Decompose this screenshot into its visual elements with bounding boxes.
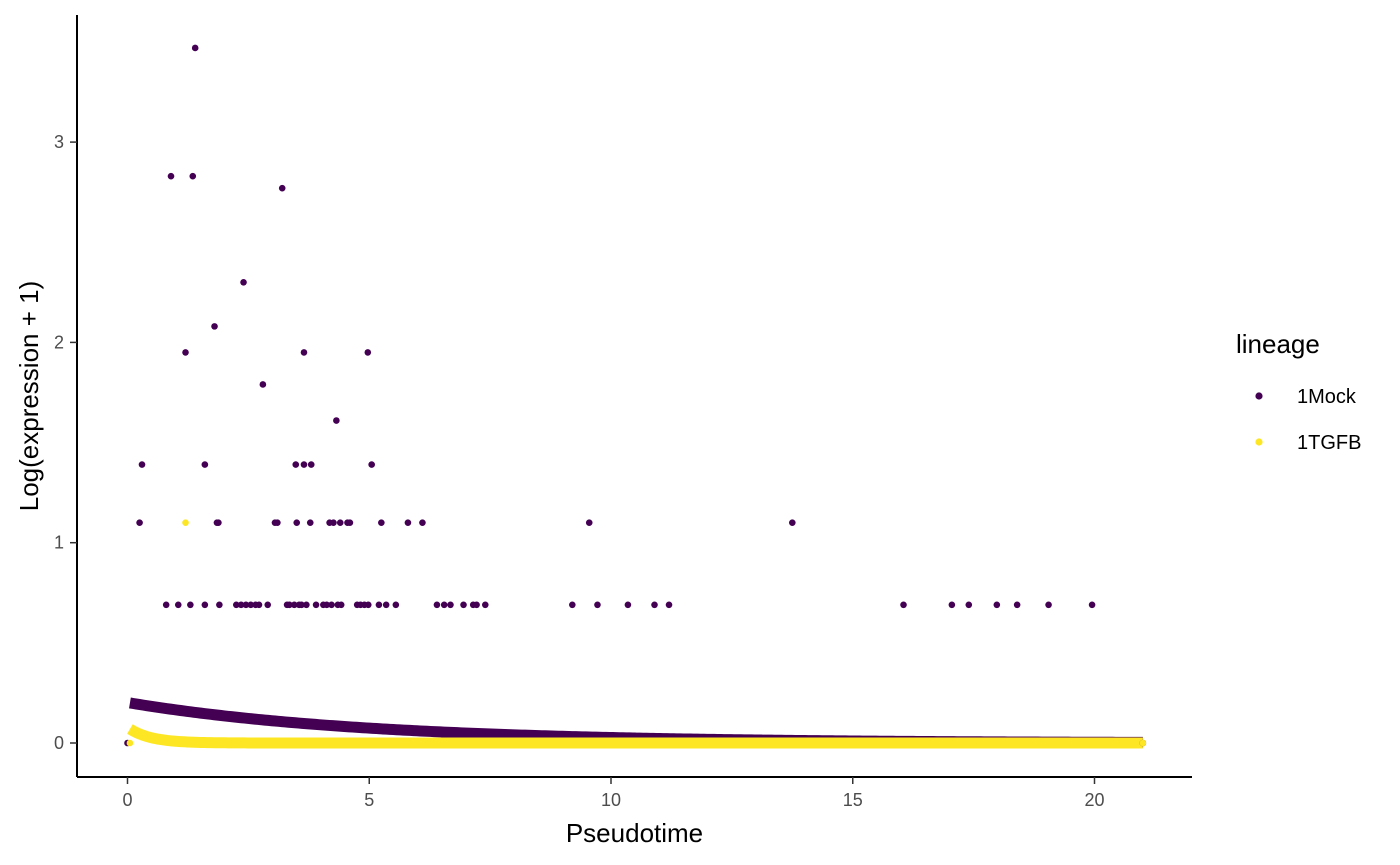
point-1Mock	[392, 601, 400, 609]
y-axis-title: Log(expression + 1)	[14, 281, 44, 512]
point-1Mock	[191, 44, 199, 52]
point-1Mock	[1013, 601, 1021, 609]
point-1Mock	[594, 601, 601, 609]
point-1Mock	[300, 349, 308, 356]
plot-area: 0 5 10 15 20 0 1 2 3	[54, 15, 1192, 810]
legend-key-1Mock	[1255, 392, 1263, 400]
smooth-curve-1TGFB	[127, 724, 1145, 749]
point-1TGFB	[126, 739, 134, 747]
point-1Mock	[900, 601, 907, 609]
point-1Mock	[312, 601, 320, 609]
point-1Mock	[382, 601, 390, 609]
point-1Mock	[167, 172, 175, 180]
legend-key-1TGFB	[1255, 438, 1263, 446]
x-axis-title: Pseudotime	[566, 818, 703, 848]
y-tick-label: 3	[54, 132, 64, 152]
point-1Mock	[138, 461, 146, 468]
point-1Mock	[375, 601, 383, 609]
point-1Mock	[187, 601, 194, 609]
point-1Mock	[215, 519, 222, 526]
point-1Mock	[333, 417, 340, 424]
y-tick-label: 0	[54, 733, 64, 753]
point-1Mock	[174, 601, 182, 609]
point-1Mock	[364, 349, 372, 356]
point-1Mock	[789, 519, 796, 526]
point-1Mock	[473, 601, 480, 609]
point-1Mock	[336, 519, 344, 526]
point-1Mock	[306, 519, 314, 526]
point-1Mock	[259, 381, 267, 388]
point-1Mock	[665, 601, 673, 609]
point-1Mock	[264, 601, 272, 609]
legend-title: lineage	[1236, 329, 1320, 359]
point-1Mock	[368, 461, 375, 468]
legend-label: 1Mock	[1297, 386, 1357, 408]
point-1Mock	[162, 601, 170, 609]
point-1Mock	[1045, 601, 1052, 609]
point-1Mock	[330, 519, 337, 526]
point-1Mock	[182, 349, 189, 356]
point-1Mock	[585, 519, 593, 526]
legend-label: 1TGFB	[1297, 432, 1361, 454]
point-1Mock	[237, 601, 245, 609]
point-1Mock	[240, 279, 247, 286]
point-1Mock	[211, 323, 218, 330]
point-1Mock	[965, 601, 973, 609]
point-1Mock	[948, 601, 956, 609]
point-1Mock	[232, 601, 240, 609]
point-1Mock	[651, 601, 658, 609]
point-1Mock	[274, 519, 281, 526]
point-1Mock	[292, 461, 300, 468]
point-1Mock	[433, 601, 441, 609]
point-1Mock	[293, 519, 301, 526]
point-1Mock	[378, 519, 385, 526]
point-1Mock	[346, 519, 354, 526]
point-1Mock	[460, 601, 467, 609]
legend: lineage 1Mock 1TGFB	[1236, 329, 1361, 454]
point-1Mock	[1088, 601, 1096, 609]
smooth-curves	[127, 697, 1145, 749]
legend-items: 1Mock 1TGFB	[1255, 386, 1361, 454]
point-1Mock	[303, 601, 310, 609]
point-1Mock	[993, 601, 1001, 609]
point-1Mock	[201, 601, 209, 609]
point-1Mock	[242, 601, 250, 609]
point-1Mock	[364, 601, 372, 609]
point-1Mock	[419, 519, 426, 526]
point-1Mock	[300, 461, 308, 468]
x-tick-label: 20	[1084, 790, 1104, 810]
axis-ticks: 0 5 10 15 20 0 1 2 3	[54, 132, 1105, 810]
point-1Mock	[328, 601, 335, 609]
point-1Mock	[481, 601, 489, 609]
x-tick-label: 5	[364, 790, 374, 810]
point-1Mock	[447, 601, 454, 609]
x-tick-label: 15	[843, 790, 863, 810]
point-1Mock	[440, 601, 448, 609]
point-1Mock	[624, 601, 632, 609]
y-tick-label: 2	[54, 332, 64, 352]
point-1Mock	[298, 601, 305, 609]
point-1Mock	[278, 184, 286, 192]
point-1Mock	[255, 601, 263, 609]
point-1Mock	[286, 601, 293, 609]
point-1TGFB	[182, 519, 189, 526]
point-1Mock	[189, 172, 197, 180]
point-1Mock	[337, 601, 345, 609]
x-tick-label: 0	[122, 790, 132, 810]
y-tick-label: 1	[54, 533, 64, 553]
point-1Mock	[216, 601, 223, 609]
point-1Mock	[201, 461, 209, 468]
smooth-curve-1Mock	[127, 697, 1145, 748]
point-1Mock	[404, 519, 412, 526]
point-1Mock	[323, 601, 331, 609]
point-1Mock	[247, 601, 255, 609]
point-1Mock	[291, 601, 298, 609]
data-points	[124, 44, 1147, 747]
point-1Mock	[307, 461, 315, 468]
point-1Mock	[136, 519, 143, 526]
point-1TGFB	[1139, 739, 1147, 747]
point-1Mock	[569, 601, 576, 609]
x-tick-label: 10	[601, 790, 621, 810]
